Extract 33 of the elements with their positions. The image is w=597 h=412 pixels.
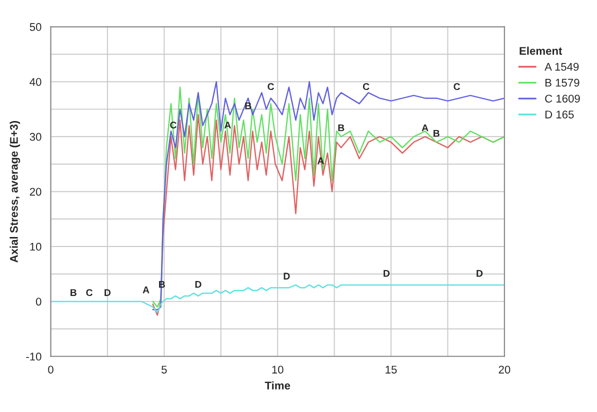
annotation: D [195,281,202,288]
legend-label: B 1579 [545,78,580,87]
annotation: C [362,83,370,90]
x-tick-label: 10 [272,366,284,374]
annotation: A [422,124,428,132]
legend-label: A 1549 [544,62,579,71]
legend-label: D 165 [545,110,574,118]
annotation: C [268,83,274,90]
annotation: D [476,270,483,277]
y-tick-label: 0 [36,298,42,306]
annotation: D [104,289,111,296]
annotation: B [338,124,344,132]
annotation: C [86,289,93,296]
y-tick-label: 10 [30,242,42,251]
y-tick-label: 30 [30,132,42,141]
x-axis-title: Time [264,381,290,390]
y-axis-title: Axial Stress, average (E+3) [10,120,20,262]
annotation: B [434,130,440,137]
annotation: D [384,270,390,277]
annotation: A [142,286,150,294]
x-tick-label: 5 [162,366,167,374]
y-tick-label: -10 [26,352,42,361]
y-tick-label: 20 [30,188,42,196]
y-tick-label: 40 [30,78,42,86]
annotation: C [454,83,460,90]
legend-title: Element [520,46,562,55]
y-tick-label: 50 [30,23,42,31]
legend-label: C 1609 [545,94,580,103]
x-tick-label: 0 [48,366,54,374]
x-tick-label: 15 [386,366,397,374]
annotation: D [284,272,290,280]
x-tick-label: 20 [498,366,510,374]
annotation: B [70,289,76,296]
